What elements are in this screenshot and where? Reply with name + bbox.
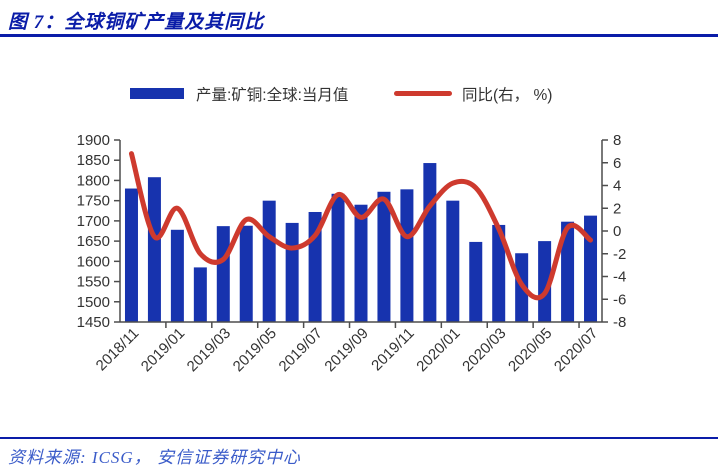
bar-2020/03 xyxy=(492,224,506,322)
y-axis-label-left: 1800 xyxy=(77,172,110,189)
y-axis-label-right: 6 xyxy=(613,155,621,172)
y-axis-label-left: 1850 xyxy=(77,152,110,169)
bar-2018/11 xyxy=(124,188,138,322)
title-divider xyxy=(0,34,718,37)
bar-2019/09 xyxy=(354,204,368,322)
y-axis-label-right: 4 xyxy=(613,178,621,195)
chart-canvas: 1900 1850 1800 1750 1700 1650 1600 1550 1500 1450… xyxy=(77,132,627,375)
bar-2019/06 xyxy=(285,222,299,322)
x-axis-label: 2019/07 xyxy=(276,325,326,375)
y-axis-label-right: 0 xyxy=(613,223,621,240)
footer-divider xyxy=(0,437,718,439)
bar-2019/12 xyxy=(423,163,437,322)
x-axis-label: 2020/05 xyxy=(505,325,555,375)
y-axis-label-left: 1700 xyxy=(77,213,110,230)
bar-2020/06 xyxy=(561,221,575,322)
x-axis-label: 2020/03 xyxy=(459,325,509,375)
bar-2020/01 xyxy=(446,200,460,322)
y-axis-label-left: 1600 xyxy=(77,253,110,270)
bar-2019/03 xyxy=(216,226,230,322)
y-axis-label-left: 1550 xyxy=(77,274,110,291)
x-axis-label: 2020/07 xyxy=(551,325,601,375)
legend-line-swatch xyxy=(394,91,452,96)
legend-bar-swatch xyxy=(130,88,184,99)
bar-2019/02 xyxy=(193,267,207,322)
x-axis-label: 2019/03 xyxy=(184,325,234,375)
bar-2019/04 xyxy=(239,225,253,322)
bar-2020/05 xyxy=(538,241,552,322)
x-axis-label: 2019/01 xyxy=(138,325,188,375)
y-axis-label-right: 8 xyxy=(613,132,621,149)
bar-2019/11 xyxy=(400,189,414,322)
y-axis-label-left: 1750 xyxy=(77,193,110,210)
x-axis-label: 2019/05 xyxy=(230,325,280,375)
source-note: 资料来源: ICSG， 安信证券研究中心 xyxy=(8,448,301,467)
bar-2019/01 xyxy=(170,229,184,322)
y-axis-label-left: 1450 xyxy=(77,314,110,331)
bar-2018/12 xyxy=(147,177,161,322)
bar-2020/07 xyxy=(584,215,598,322)
legend-line-label: 同比(右， %) xyxy=(462,87,553,104)
bar-2019/05 xyxy=(262,200,276,322)
bar-2020/02 xyxy=(469,241,483,322)
bar-2019/10 xyxy=(377,191,391,322)
y-axis-label-left: 1900 xyxy=(77,132,110,149)
x-axis-label: 2018/11 xyxy=(93,325,143,375)
y-axis-label-left: 1650 xyxy=(77,233,110,250)
y-axis-label-right: 2 xyxy=(613,200,621,217)
yoy-line xyxy=(128,151,594,301)
y-axis-label-right: -2 xyxy=(613,246,626,263)
figure-title: 图 7：全球铜矿产量及其同比 xyxy=(8,12,265,33)
y-axis-label-left: 1500 xyxy=(77,294,110,311)
x-axis-label: 2020/01 xyxy=(413,325,463,375)
chart-legend: 产量:矿铜:全球:当月值 同比(右， %) xyxy=(0,80,718,106)
y-axis-label-right: -8 xyxy=(613,314,626,331)
bar-2019/08 xyxy=(331,193,345,322)
x-axis-label: 2019/11 xyxy=(368,325,418,375)
legend-bar-label: 产量:矿铜:全球:当月值 xyxy=(196,87,349,104)
y-axis-label-right: -6 xyxy=(613,291,626,308)
y-axis-label-right: -4 xyxy=(613,269,626,286)
x-axis-label: 2019/09 xyxy=(321,325,371,375)
